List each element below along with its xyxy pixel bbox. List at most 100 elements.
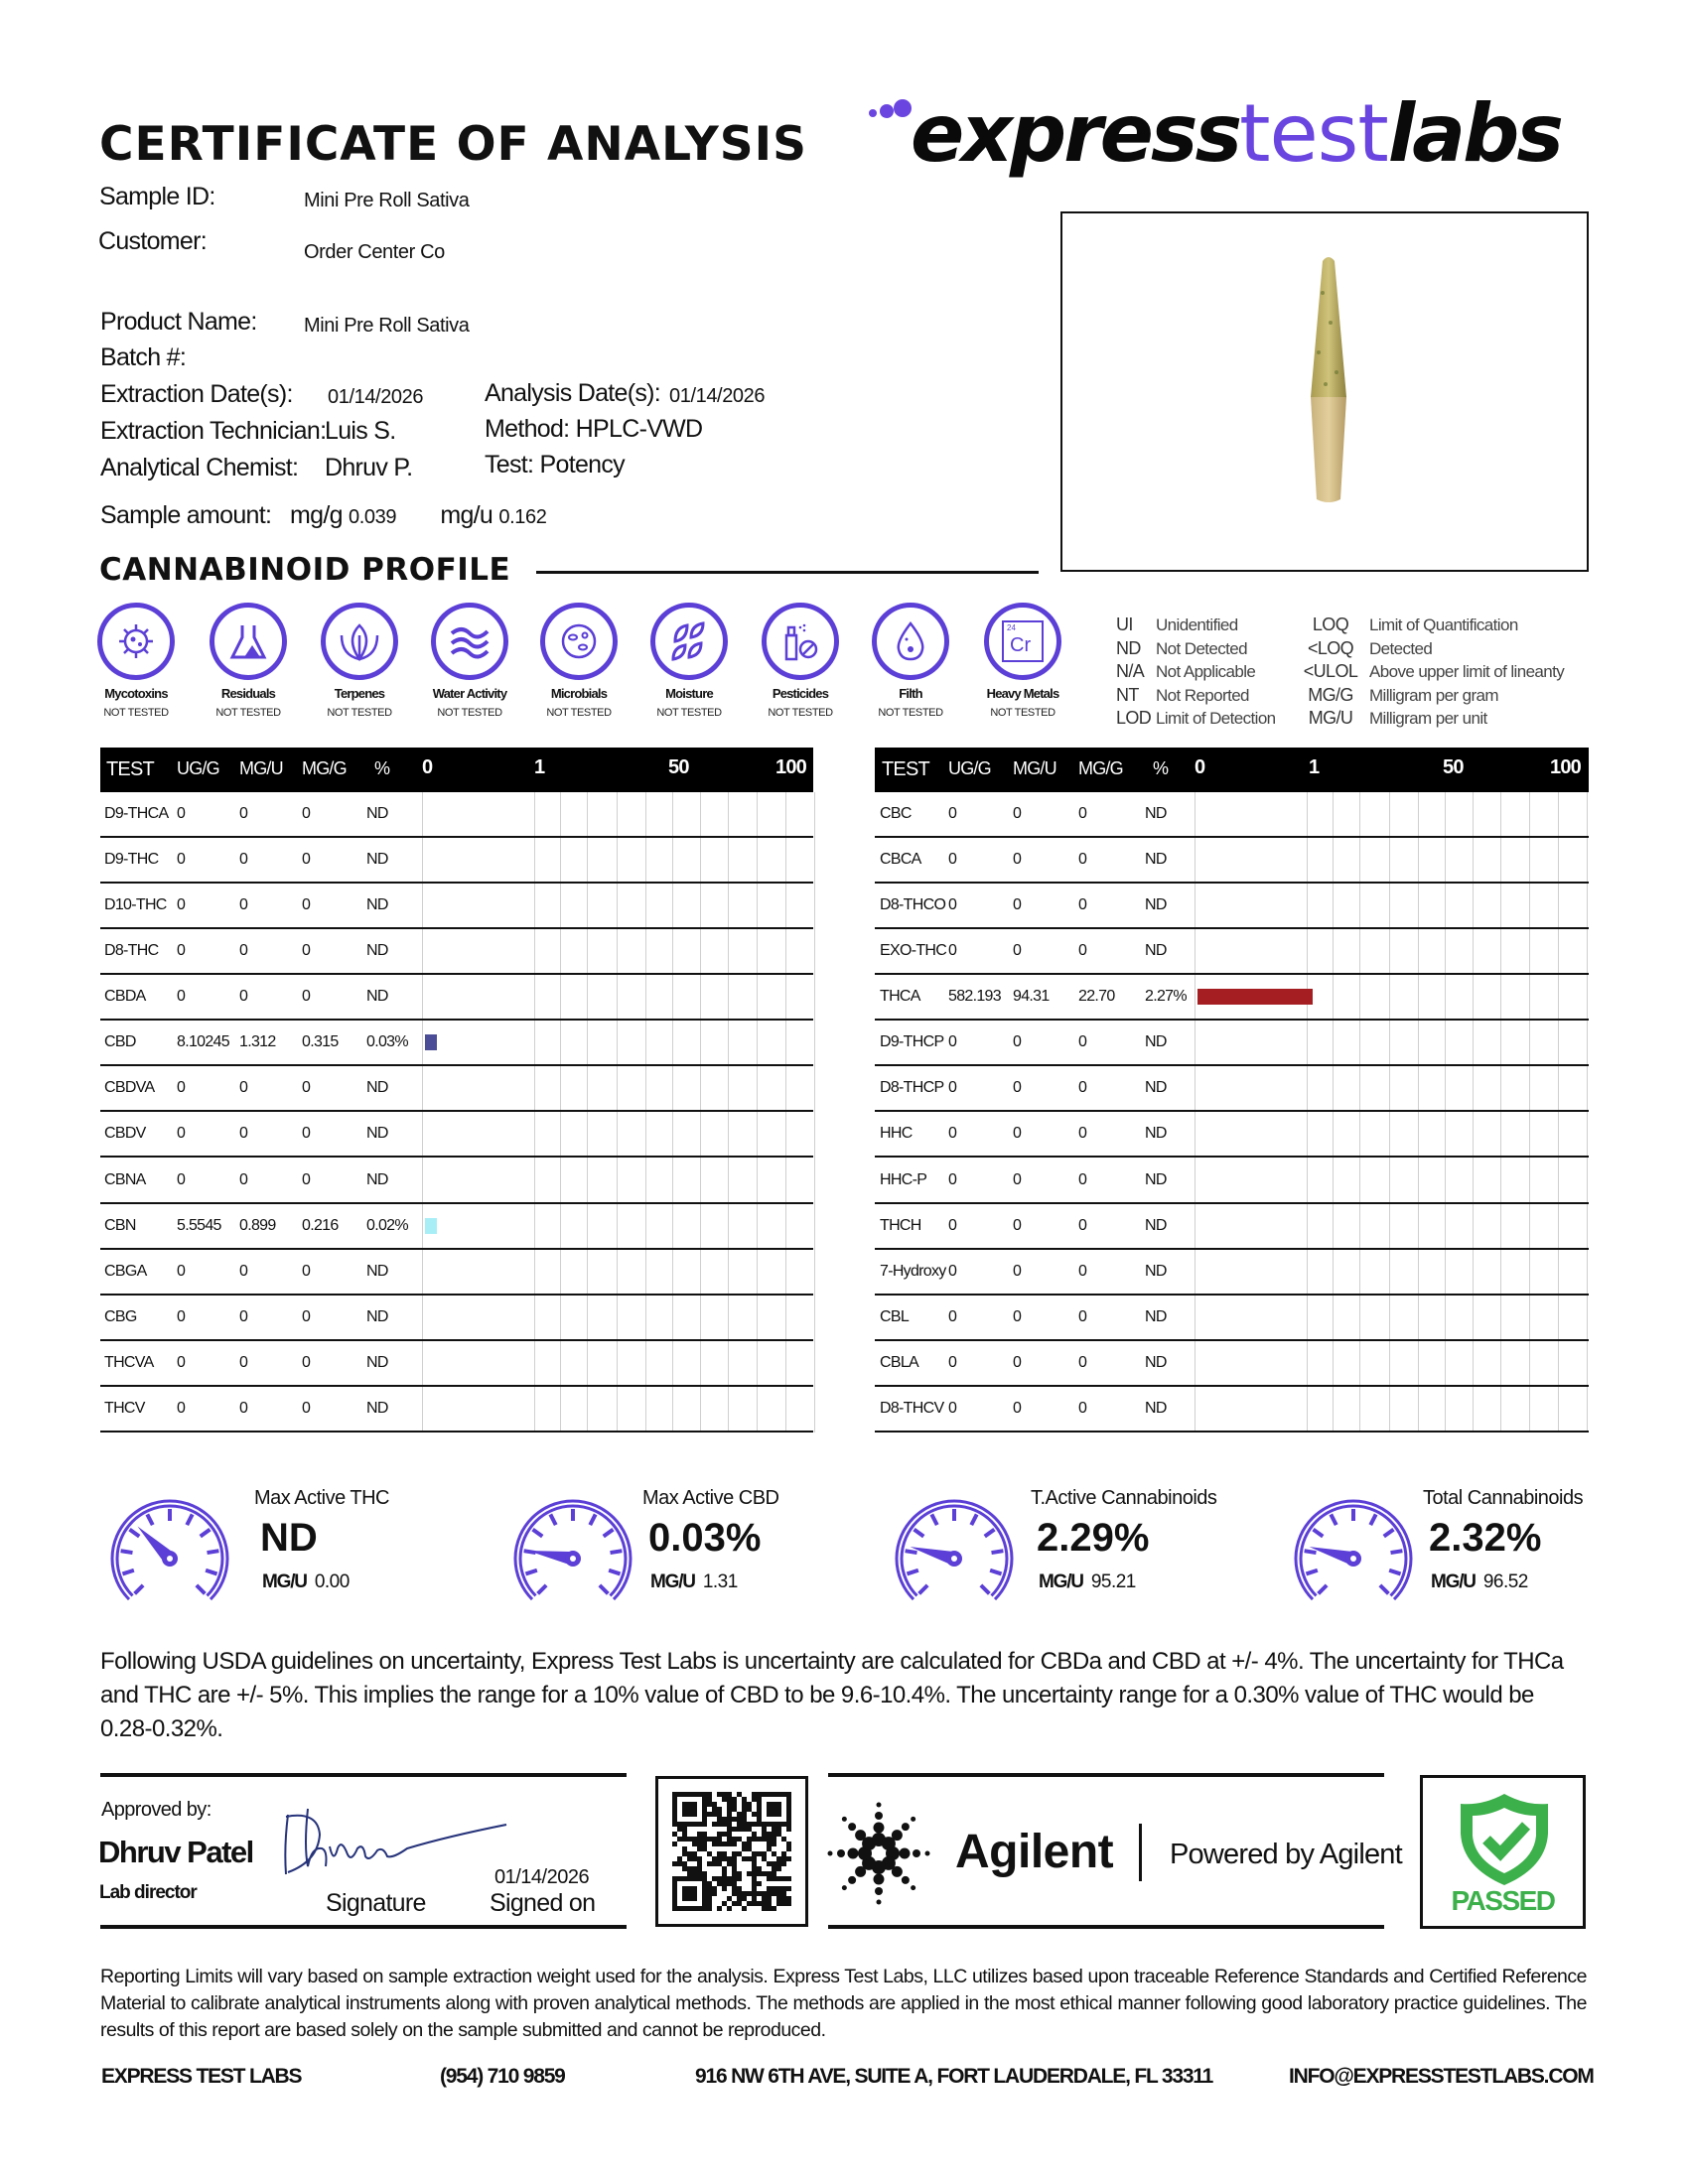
cell-test: D8-THCO [880, 896, 946, 914]
mg-g-label: mg/g [290, 501, 343, 529]
cell-mg-u: 0 [1013, 805, 1022, 822]
summary-title: T.Active Cannabinoids [1031, 1487, 1217, 1509]
summary-title: Max Active CBD [642, 1487, 779, 1509]
result-bar [425, 1217, 437, 1234]
scale-tick-label: 50 [668, 756, 689, 778]
mgu-value: 95.21 [1090, 1571, 1137, 1592]
cell-pct: ND [366, 805, 388, 822]
table-row: HHC-P 0 0 0 ND [875, 1159, 1589, 1204]
cell-ug-g: 0 [177, 1399, 186, 1417]
legend-item: N/A Not Applicable [1116, 661, 1256, 682]
cell-ug-g: 582.193 [948, 988, 1002, 1006]
footer-address: 916 NW 6TH AVE, SUITE A, FORT LAUDERDALE… [695, 2065, 1213, 2088]
cell-mg-u: 0 [239, 1399, 248, 1417]
legend-desc: Not Reported [1156, 685, 1250, 705]
cell-ug-g: 8.10245 [177, 1033, 230, 1051]
powered-by-text: Powered by Agilent [1170, 1839, 1403, 1870]
cell-mg-u: 0 [239, 1353, 248, 1371]
cell-pct: ND [1145, 1262, 1167, 1280]
cell-mg-g: 0 [1078, 896, 1087, 914]
cell-mg-g: 0 [302, 1170, 311, 1188]
grid-line [700, 792, 701, 1433]
table-row: D8-THCP 0 0 0 ND [875, 1066, 1589, 1113]
table-row: HHC 0 0 0 ND [875, 1112, 1589, 1159]
table-row: THCVA 0 0 0 ND [100, 1341, 813, 1387]
cell-pct: ND [1145, 942, 1167, 960]
test-item-heavy-metals: 24 Cr Heavy Metals NOT TESTED [968, 603, 1077, 719]
column-header-mg-u: MG/U [239, 758, 284, 778]
test-status: NOT TESTED [656, 707, 722, 719]
legend-abbr: MG/U [1308, 708, 1353, 728]
cell-mg-u: 0 [239, 1079, 248, 1097]
cell-mg-g: 0 [1078, 1170, 1087, 1188]
cell-mg-g: 0 [302, 1399, 311, 1417]
footer-email[interactable]: INFO@EXPRESSTESTLABS.COM [1289, 2065, 1595, 2088]
cell-pct: ND [1145, 1307, 1167, 1325]
pesticides-icon [762, 603, 839, 680]
cell-test: CBGA [104, 1262, 147, 1280]
cell-mg-u: 0 [1013, 1033, 1022, 1051]
table-row: CBC 0 0 0 ND [875, 792, 1589, 838]
grid-line [785, 792, 786, 1433]
cell-ug-g: 0 [948, 1399, 957, 1417]
cell-mg-g: 0 [1078, 1033, 1087, 1051]
cell-mg-g: 0 [302, 942, 311, 960]
cell-test: D10-THC [104, 896, 167, 914]
cell-mg-u: 0 [239, 1307, 248, 1325]
cell-ug-g: 5.5545 [177, 1216, 221, 1234]
test-text: Test: Potency [485, 451, 626, 478]
cell-test: HHC-P [880, 1170, 927, 1188]
scale-tick-label: 100 [775, 756, 807, 778]
cell-test: CBD [104, 1033, 136, 1051]
cell-mg-u: 94.31 [1013, 988, 1050, 1006]
cell-pct: ND [366, 1262, 388, 1280]
divider [828, 1925, 1384, 1929]
legend-abbr: LOD [1116, 708, 1152, 728]
scale-tick-label: 50 [1443, 756, 1464, 778]
legend-item: <ULOL Above upper limit of lineanty [1296, 661, 1565, 682]
sample-amount-label: Sample amount: [100, 501, 272, 529]
footer-phone[interactable]: (954) 710 9859 [440, 2065, 566, 2088]
summary-value: 0.03% [648, 1516, 762, 1560]
table-row: CBG 0 0 0 ND [100, 1296, 813, 1341]
cell-pct: ND [366, 988, 388, 1006]
grid-line [1195, 792, 1196, 1433]
qr-code-image [672, 1792, 791, 1911]
approver-role: Lab director [99, 1882, 198, 1903]
test-name: Pesticides [772, 686, 829, 701]
mg-u-label: mg/u [440, 501, 493, 529]
legend-abbr: MG/G [1308, 684, 1353, 705]
cell-mg-u: 0 [239, 942, 248, 960]
cell-ug-g: 0 [177, 1125, 186, 1143]
result-bar [425, 1034, 437, 1051]
cell-ug-g: 0 [177, 988, 186, 1006]
legend-abbr: UI [1116, 614, 1133, 634]
extraction-date-label: Extraction Date(s): [100, 380, 293, 408]
cell-ug-g: 0 [948, 942, 957, 960]
mycotoxins-icon [97, 603, 175, 680]
logo-part-labs: labs [1387, 87, 1564, 180]
status-badge: PASSED [1420, 1775, 1586, 1929]
divider [828, 1773, 1384, 1777]
grid-line [534, 792, 535, 1433]
test-status: NOT TESTED [546, 707, 612, 719]
signature-image [284, 1808, 507, 1875]
legend-abbr: NT [1116, 684, 1139, 705]
test-name: Microbials [550, 686, 608, 701]
cell-mg-u: 0 [1013, 1125, 1022, 1143]
table-row: CBNA 0 0 0 ND [100, 1159, 813, 1204]
cell-pct: ND [1145, 1079, 1167, 1097]
grid-line [1333, 792, 1334, 1433]
test-name: Terpenes [334, 686, 385, 701]
qr-code[interactable] [655, 1776, 808, 1927]
cell-mg-u: 0 [239, 1125, 248, 1143]
cell-pct: ND [1145, 1170, 1167, 1188]
cannabinoid-table-right: TEST UG/G MG/U MG/G% 0 1 50 100 CBC 0 0 0 ND CBCA 0 0 0 N… [875, 748, 1589, 1433]
cell-pct: ND [366, 1170, 388, 1188]
cell-test: THCA [880, 988, 920, 1006]
cell-mg-g: 0 [302, 1307, 311, 1325]
cell-mg-u: 0 [1013, 1307, 1022, 1325]
test-status: NOT TESTED [215, 707, 281, 719]
test-status: NOT TESTED [878, 707, 943, 719]
cell-ug-g: 0 [948, 1307, 957, 1325]
